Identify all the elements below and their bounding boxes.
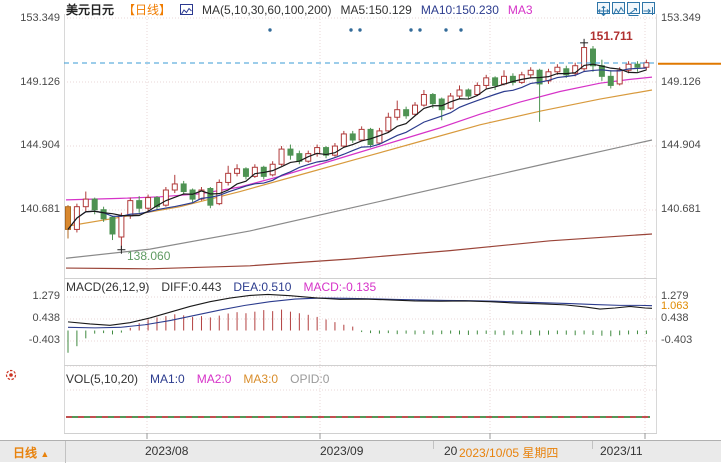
chart-toolbar — [597, 2, 655, 17]
macd-axis-left-1: 0.438 — [32, 312, 60, 324]
price-axis-left-0: 153.349 — [20, 12, 60, 24]
timeline-separator — [65, 441, 66, 463]
trend-play-icon[interactable] — [627, 2, 640, 16]
macd-current-value-label: 1.063 — [661, 300, 689, 312]
timeline-label: 2023/11 — [600, 444, 643, 458]
macd-axis-right-2: -0.403 — [661, 334, 693, 346]
period-arrow-icon: ▲ — [40, 449, 50, 459]
candlestick-chart-icon[interactable] — [612, 2, 625, 15]
macd-axis-left-2: -0.403 — [28, 334, 60, 346]
vol-title: VOL(5,10,20) — [66, 372, 139, 386]
period-selector[interactable]: 日线 ▲ — [13, 446, 50, 460]
ma-params-label: MA(5,10,30,60,100,200) — [202, 2, 332, 17]
timeline-tick — [592, 441, 593, 449]
step-forward-icon[interactable] — [642, 2, 655, 15]
low-price-annotation: 138.060 — [127, 249, 171, 263]
target-marker-icon[interactable] — [3, 367, 19, 388]
price-axis-right-2: 144.904 — [661, 139, 701, 151]
volume-header: VOL(5,10,20) MA1:0 MA2:0 MA3:0 OPID:0 — [66, 372, 329, 386]
macd-value-label: MACD:-0.135 — [303, 280, 377, 294]
ma30-value-label-truncated: MA3 — [507, 2, 533, 17]
macd-axis-right-0: 1.279 — [661, 290, 689, 302]
vol-ma1-label: MA1:0 — [150, 372, 185, 386]
vol-ma2-label: MA2:0 — [196, 372, 232, 386]
macd-axis-right-1: 0.438 — [661, 312, 689, 324]
macd-axis-left-0: 1.279 — [32, 290, 60, 302]
price-axis-right-0: 153.349 — [661, 12, 701, 24]
macd-diff-label: DIFF:0.443 — [161, 280, 222, 294]
ma10-value-label: MA10:150.230 — [420, 2, 499, 17]
ma5-value-label: MA5:150.129 — [340, 2, 412, 17]
move-crosshair-icon[interactable] — [597, 2, 610, 17]
timeline-bar: 日线 ▲ 2023/08 2023/09 20 2023/10/05 星期四 2… — [0, 440, 721, 463]
high-price-annotation: 151.711 — [590, 29, 633, 43]
line-chart-icon[interactable] — [180, 4, 194, 15]
macd-dea-label: DEA:0.510 — [233, 280, 292, 294]
vol-opid-label: OPID:0 — [290, 372, 330, 386]
timeline-label: 20 — [444, 444, 458, 458]
price-axis-left-2: 144.904 — [20, 139, 60, 151]
price-axis-left-1: 149.126 — [20, 76, 60, 88]
timeline-label: 2023/08 — [145, 444, 189, 458]
vol-ma3-label: MA3:0 — [243, 372, 279, 386]
macd-title: MACD(26,12,9) — [66, 280, 150, 294]
chart-header: 美元日元 【日线】 MA(5,10,30,60,100,200) MA5:150… — [66, 1, 533, 18]
price-axis-left-3: 140.681 — [20, 203, 60, 215]
timeline-cursor-date: 2023/10/05 星期四 — [459, 446, 559, 460]
timeline-label: 2023/09 — [320, 444, 364, 458]
price-axis-right-1: 149.126 — [661, 76, 701, 88]
macd-header: MACD(26,12,9) DIFF:0.443 DEA:0.510 MACD:… — [66, 280, 376, 294]
price-axis-right-3: 140.681 — [661, 203, 701, 215]
timeline-tick — [433, 441, 434, 449]
symbol-title: 美元日元 — [66, 3, 115, 17]
period-tag: 【日线】 — [123, 3, 172, 17]
